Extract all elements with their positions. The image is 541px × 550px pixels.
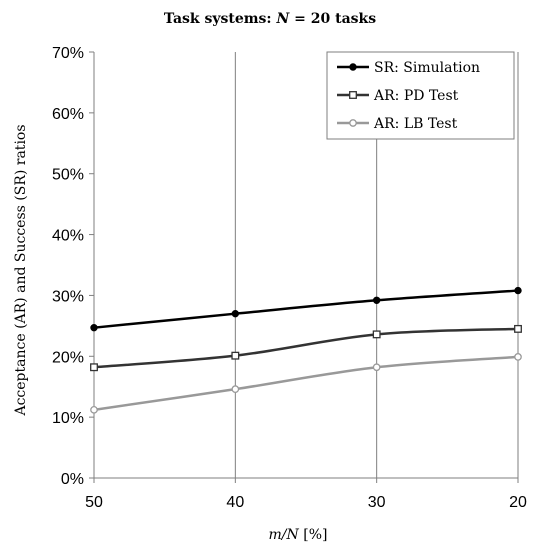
y-tick-label: 40% [52,228,84,245]
data-point-series-3 [90,405,98,414]
data-point-series-2 [372,330,381,339]
legend-label-1: SR: Simulation [374,60,480,76]
series-line-2 [93,327,519,369]
y-tick-labels: 0% 10% 20% 30% 40% 50% 60% 70% [52,45,84,488]
x-tick-label: 20 [509,494,527,511]
y-tick-label: 60% [52,106,84,123]
legend-marker-3 [349,119,357,127]
y-tick-label: 10% [52,410,84,427]
series-group [90,286,522,414]
x-tick-labels: 50 40 30 20 [85,494,527,511]
x-axis-label: m/N [%] [269,527,328,543]
series-line-1 [93,289,519,329]
data-point-series-2 [231,351,240,360]
y-tick-label: 0% [61,471,84,488]
series-line-3 [93,355,519,412]
y-tick-label: 20% [52,349,84,366]
y-axis-label: Acceptance (AR) and Success (SR) ratios [13,124,29,416]
legend-label-2: AR: PD Test [373,88,459,104]
data-point-series-2 [90,363,98,372]
data-point-series-3 [231,385,240,393]
y-tick-label: 70% [52,45,84,62]
data-point-series-3 [514,353,522,361]
legend-marker-1 [349,63,357,71]
legend-label-3: AR: LB Test [373,116,458,132]
chart-title: Task systems: N = 20 tasks [164,11,376,27]
data-point-series-1 [372,296,381,304]
y-tick-label: 30% [52,288,84,305]
data-point-series-1 [514,286,522,295]
data-point-series-3 [372,363,381,372]
y-tick-label: 50% [52,167,84,184]
data-point-series-1 [90,323,98,332]
legend-marker-2 [349,91,357,99]
x-tick-label: 50 [85,494,103,511]
x-tick-label: 40 [226,494,244,511]
data-point-series-2 [514,324,522,333]
x-tick-label: 30 [368,494,386,511]
legend: SR: Simulation AR: PD Test AR: LB Test [326,51,515,140]
data-point-series-1 [231,309,240,318]
